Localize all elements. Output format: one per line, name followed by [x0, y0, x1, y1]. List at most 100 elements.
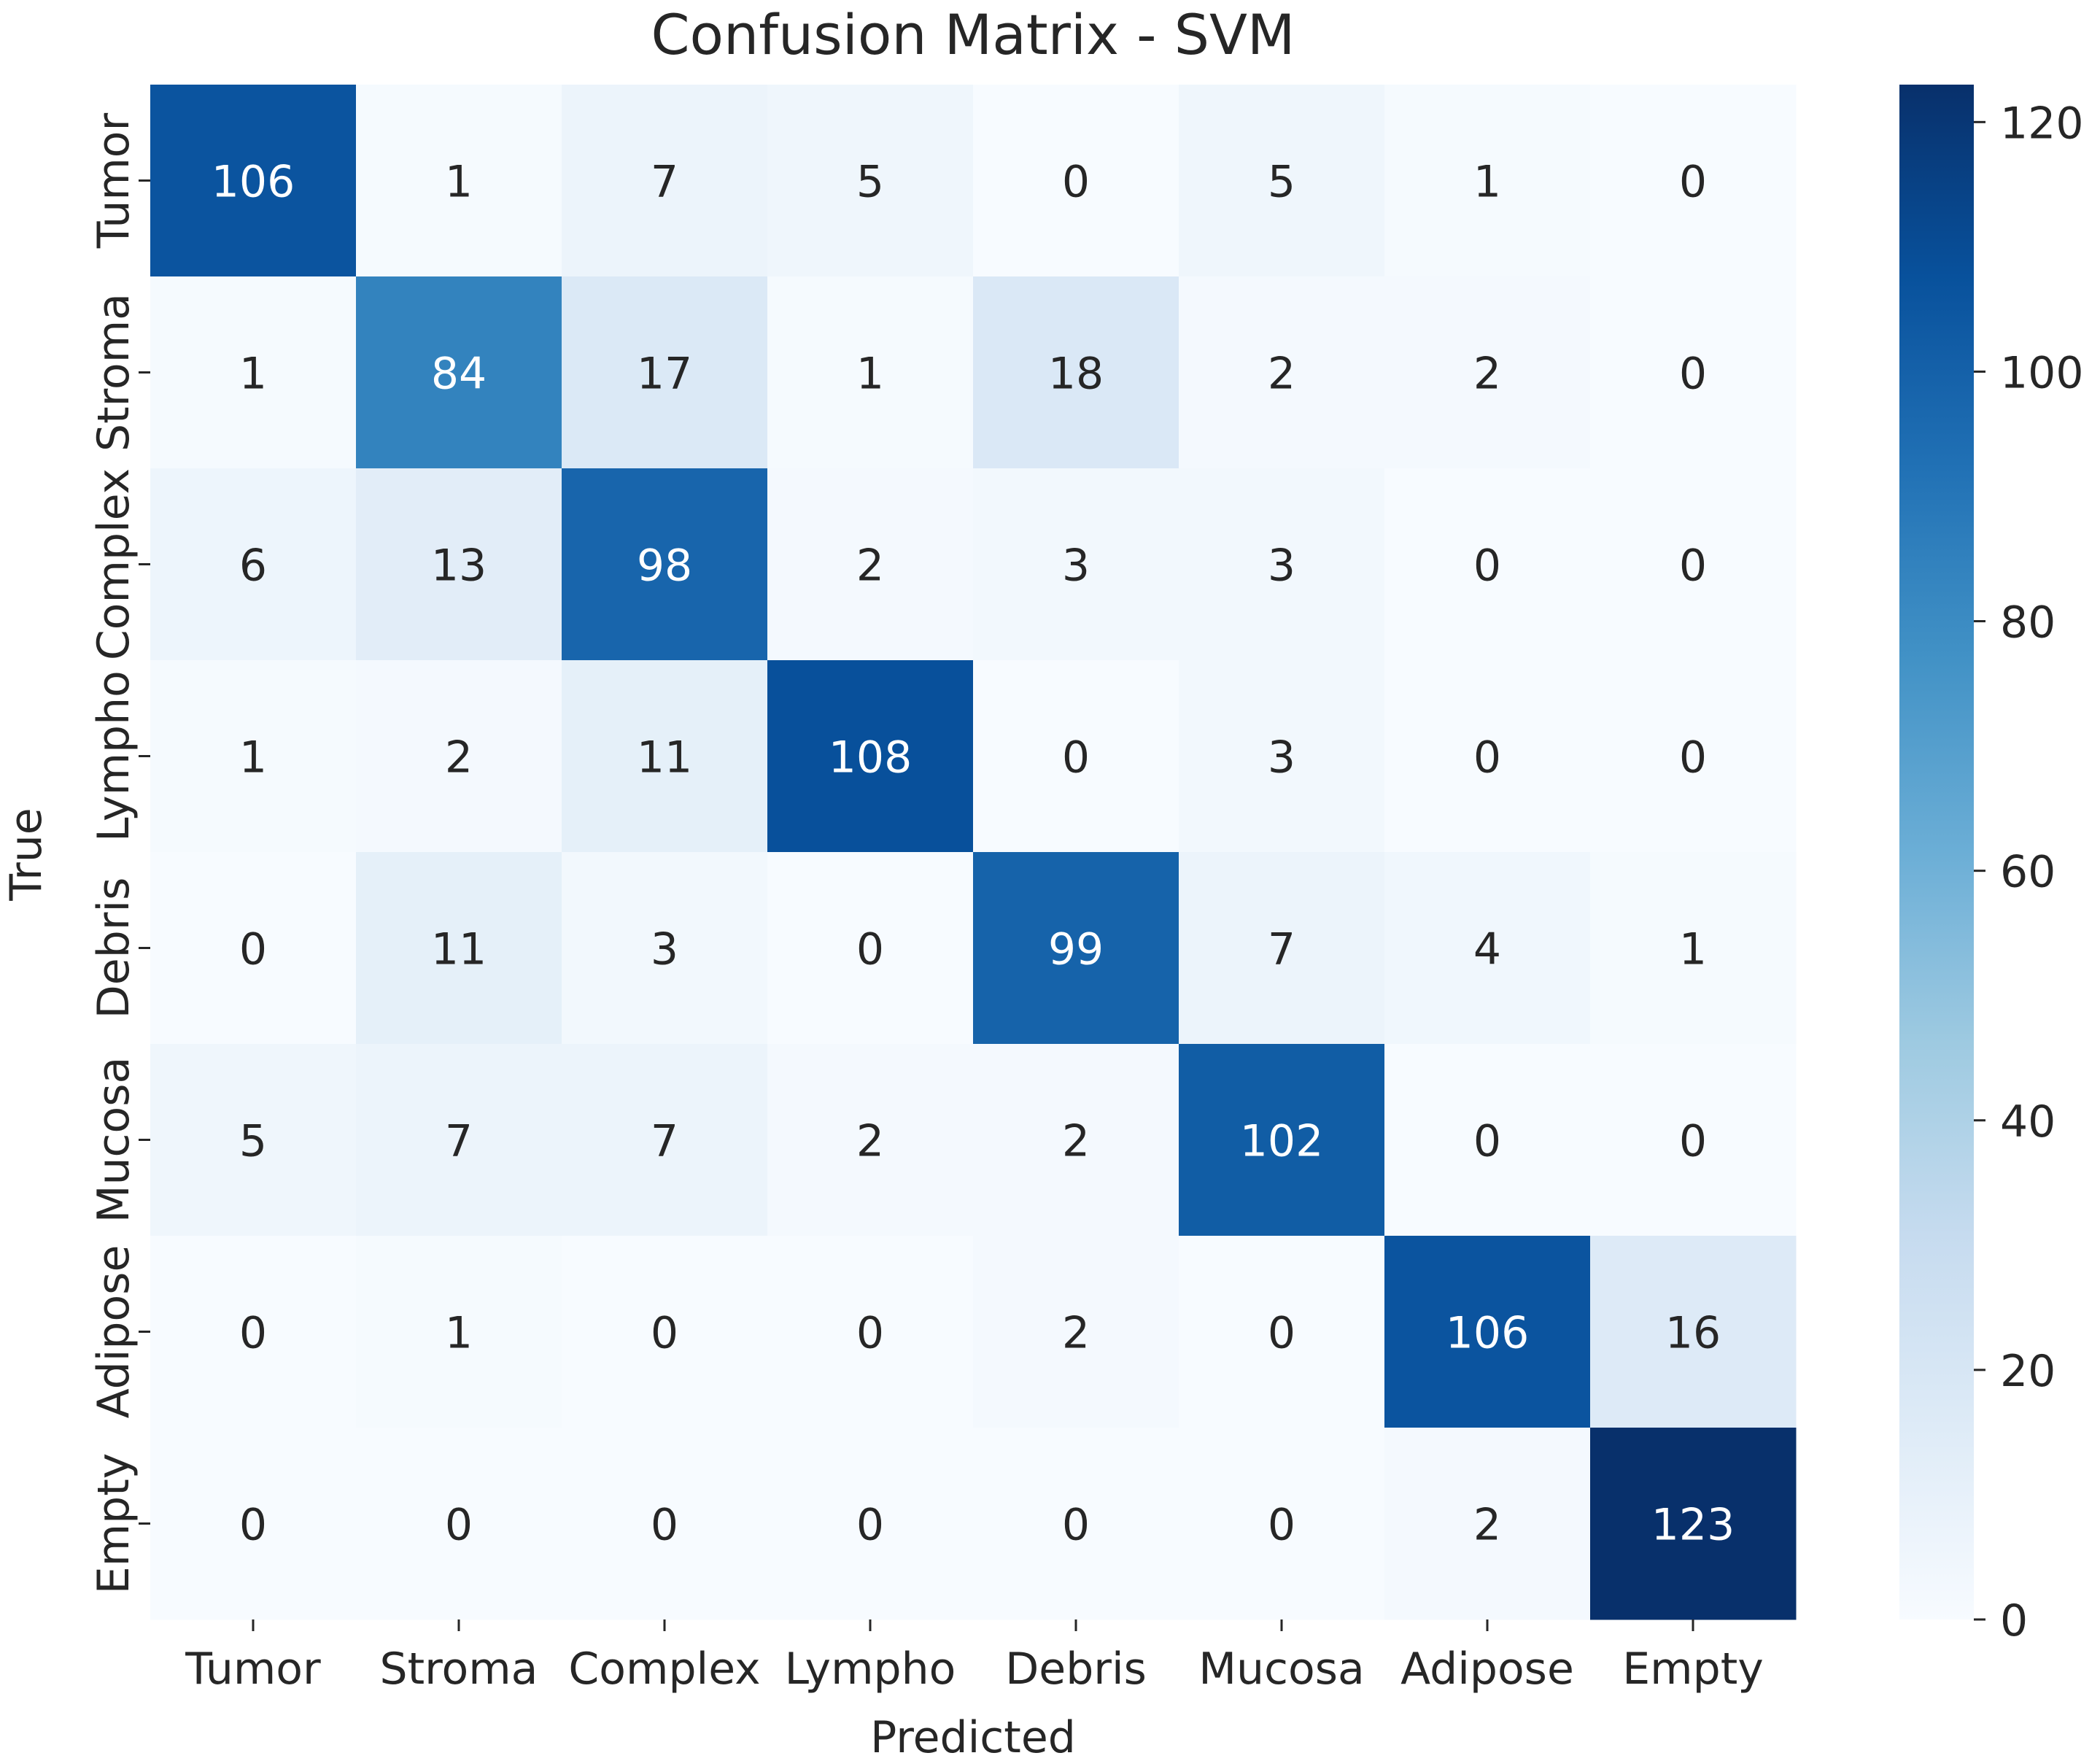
colorbar: 0 20 40 60 80 100 120 [1899, 85, 2084, 1646]
heatmap-cell [562, 1236, 768, 1428]
heatmap-cell [1179, 1044, 1385, 1236]
cell-value-label: 1 [856, 349, 884, 400]
cell-value-label: 84 [431, 349, 487, 400]
heatmap-cell [1384, 660, 1591, 853]
cell-value-label: 98 [637, 541, 692, 592]
heatmap-cell [767, 1236, 974, 1428]
cell-value-label: 5 [239, 1116, 267, 1167]
cell-value-label: 0 [445, 1500, 473, 1551]
cell-value-label: 0 [239, 924, 267, 975]
heatmap-cell [767, 468, 974, 661]
cell-value-label: 0 [1473, 541, 1501, 592]
heatmap-cell [1590, 276, 1797, 469]
heatmap-cell [150, 468, 357, 661]
colorbar-tick-label: 40 [2000, 1096, 2056, 1147]
heatmap-cell [150, 85, 357, 277]
cell-value-label: 11 [431, 924, 487, 975]
heatmap-cell [1179, 468, 1385, 661]
cell-value-label: 0 [1473, 1116, 1501, 1167]
cell-value-label: 2 [1473, 349, 1501, 400]
heatmap-cell [1590, 660, 1797, 853]
heatmap-cell [1590, 1044, 1797, 1236]
cell-value-label: 2 [856, 541, 884, 592]
heatmap-cell [1179, 852, 1385, 1045]
cell-value-label: 7 [651, 157, 678, 208]
heatmap-cell [562, 1428, 768, 1620]
cell-value-label: 99 [1048, 924, 1104, 975]
cell-value-label: 108 [829, 732, 913, 783]
y-tick-label: Stroma [88, 293, 139, 452]
heatmap-cell [1384, 1236, 1591, 1428]
colorbar-tick-label: 80 [2000, 597, 2056, 649]
heatmap-cell [767, 1428, 974, 1620]
cell-value-label: 3 [651, 924, 678, 975]
heatmap-annotations: 106 1 7 5 0 5 1 01 84 17 1 18 2 2 06 13 98 2 3 3 0 01 2 11 108 0 3… [212, 157, 1735, 1551]
cell-value-label: 16 [1665, 1308, 1721, 1359]
x-tick-label: Tumor [185, 1644, 321, 1695]
heatmap-cell [973, 660, 1179, 853]
cell-value-label: 0 [239, 1308, 267, 1359]
cell-value-label: 2 [1473, 1500, 1501, 1551]
cell-value-label: 13 [431, 541, 487, 592]
heatmap-cell [1384, 276, 1591, 469]
heatmap-cell [356, 1044, 562, 1236]
heatmap-cell [1179, 85, 1385, 277]
heatmap-cell [973, 1428, 1179, 1620]
cell-value-label: 0 [651, 1308, 678, 1359]
cell-value-label: 1 [445, 157, 473, 208]
heatmap-cell [767, 852, 974, 1045]
cell-value-label: 0 [1679, 1116, 1707, 1167]
heatmap-cell [150, 1428, 357, 1620]
heatmap-cell [356, 852, 562, 1045]
heatmap-cell [150, 852, 357, 1045]
cell-value-label: 3 [1268, 541, 1295, 592]
cell-value-label: 0 [1268, 1308, 1295, 1359]
colorbar-tick-label: 20 [2000, 1346, 2056, 1397]
cell-value-label: 0 [1062, 1500, 1090, 1551]
heatmap-cell [562, 276, 768, 469]
x-tick-label: Debris [1005, 1644, 1147, 1695]
heatmap-cells [150, 85, 1797, 1620]
cell-value-label: 0 [1679, 157, 1707, 208]
heatmap-cell [150, 660, 357, 853]
cell-value-label: 1 [239, 349, 267, 400]
heatmap-cell [356, 1428, 562, 1620]
x-tick-label: Stroma [380, 1644, 538, 1695]
cell-value-label: 0 [856, 924, 884, 975]
y-axis: Tumor Stroma Complex Lympho Debris Mucosa Adip… [88, 112, 150, 1594]
heatmap-cell [1179, 660, 1385, 853]
heatmap-cell [150, 1044, 357, 1236]
heatmap-cell [767, 85, 974, 277]
heatmap-cell [1384, 85, 1591, 277]
cell-value-label: 1 [239, 732, 267, 783]
heatmap-cell [1179, 1428, 1385, 1620]
heatmap-cell [356, 276, 562, 469]
cell-value-label: 0 [239, 1500, 267, 1551]
heatmap-cell [562, 468, 768, 661]
heatmap-cell [973, 276, 1179, 469]
cell-value-label: 17 [637, 349, 692, 400]
heatmap-cell [562, 85, 768, 277]
cell-value-label: 0 [651, 1500, 678, 1551]
cell-value-label: 6 [239, 541, 267, 592]
heatmap-cell [1384, 852, 1591, 1045]
x-tick-label: Lympho [785, 1644, 956, 1695]
cell-value-label: 7 [651, 1116, 678, 1167]
y-tick-label: Tumor [88, 112, 139, 249]
chart-title: Confusion Matrix - SVM [651, 2, 1295, 67]
heatmap-cell [1590, 1236, 1797, 1428]
heatmap-cell [562, 660, 768, 853]
colorbar-tick-label: 60 [2000, 847, 2056, 898]
cell-value-label: 2 [856, 1116, 884, 1167]
cell-value-label: 5 [1268, 157, 1295, 208]
cell-value-label: 0 [1062, 157, 1090, 208]
cell-value-label: 0 [1473, 732, 1501, 783]
y-tick-label: Debris [88, 878, 139, 1019]
x-axis-label: Predicted [870, 1712, 1076, 1761]
heatmap-cell [356, 468, 562, 661]
heatmap-cell [356, 660, 562, 853]
heatmap-cell [562, 1044, 768, 1236]
cell-value-label: 1 [445, 1308, 473, 1359]
cell-value-label: 0 [1679, 349, 1707, 400]
heatmap-cell [1590, 1428, 1797, 1620]
